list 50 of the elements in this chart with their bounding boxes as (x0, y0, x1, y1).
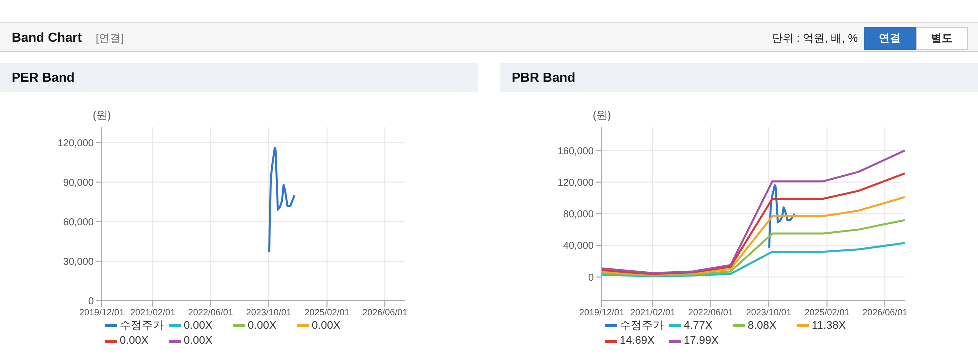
x-tick-label: 2023/10/01 (246, 307, 292, 318)
line-series (602, 196, 905, 276)
x-tick-label: 2022/06/01 (688, 307, 734, 318)
line-series (268, 147, 296, 254)
text: [연결] (96, 32, 124, 46)
line-series (602, 242, 905, 278)
legend-label: 11.38X (812, 320, 846, 332)
y-axis-title: (원) (93, 109, 112, 123)
x-tick-label: 2026/06/01 (362, 307, 408, 318)
y-tick-label: 160,000 (558, 146, 594, 158)
text: 별도 (916, 27, 968, 50)
y-tick-label: 0 (88, 296, 94, 308)
x-tick-label: 2019/12/01 (79, 307, 125, 318)
y-tick-label: 80,000 (563, 210, 594, 221)
y-tick-label: 30,000 (63, 257, 94, 268)
x-tick-label: 2025/02/01 (804, 307, 850, 318)
legend-label: 8.08X (748, 320, 777, 332)
legend-label: 0.00X (312, 320, 341, 332)
legend-label: 0.00X (248, 320, 277, 332)
x-tick-label: 2023/10/01 (746, 307, 792, 318)
x-tick-label: 2021/02/01 (630, 307, 676, 318)
y-tick-label: 60,000 (63, 217, 94, 228)
legend-label: 14.69X (620, 335, 655, 347)
y-tick-label: 90,000 (63, 178, 94, 189)
legend-label: 17.99X (684, 335, 719, 347)
x-tick-label: 2019/12/01 (579, 307, 625, 318)
legend-label: 0.00X (184, 335, 213, 347)
line-series (602, 172, 905, 276)
y-tick-label: 40,000 (563, 241, 594, 252)
text: Band Chart (12, 30, 82, 45)
line-series (602, 219, 905, 277)
x-tick-label: 2025/02/01 (304, 307, 350, 318)
text: 연결 (864, 27, 916, 50)
legend-label: 0.00X (184, 320, 213, 332)
x-tick-label: 2022/06/01 (188, 307, 234, 318)
y-tick-label: 0 (588, 272, 594, 284)
line-series (602, 150, 905, 274)
x-tick-label: 2021/02/01 (130, 307, 176, 318)
legend-label: 수정주가 (120, 319, 164, 333)
y-tick-label: 120,000 (558, 178, 594, 189)
text: 단위 : 억원, 배, % (772, 32, 858, 46)
legend-label: 0.00X (120, 335, 149, 347)
line-series (768, 184, 796, 250)
chart-title: PBR Band (512, 70, 576, 85)
chart-title: PER Band (12, 70, 75, 85)
x-tick-label: 2026/06/01 (862, 307, 908, 318)
legend-label: 4.77X (684, 320, 713, 332)
y-tick-label: 120,000 (58, 138, 94, 150)
legend-label: 수정주가 (620, 319, 664, 333)
y-axis-title: (원) (593, 109, 612, 123)
